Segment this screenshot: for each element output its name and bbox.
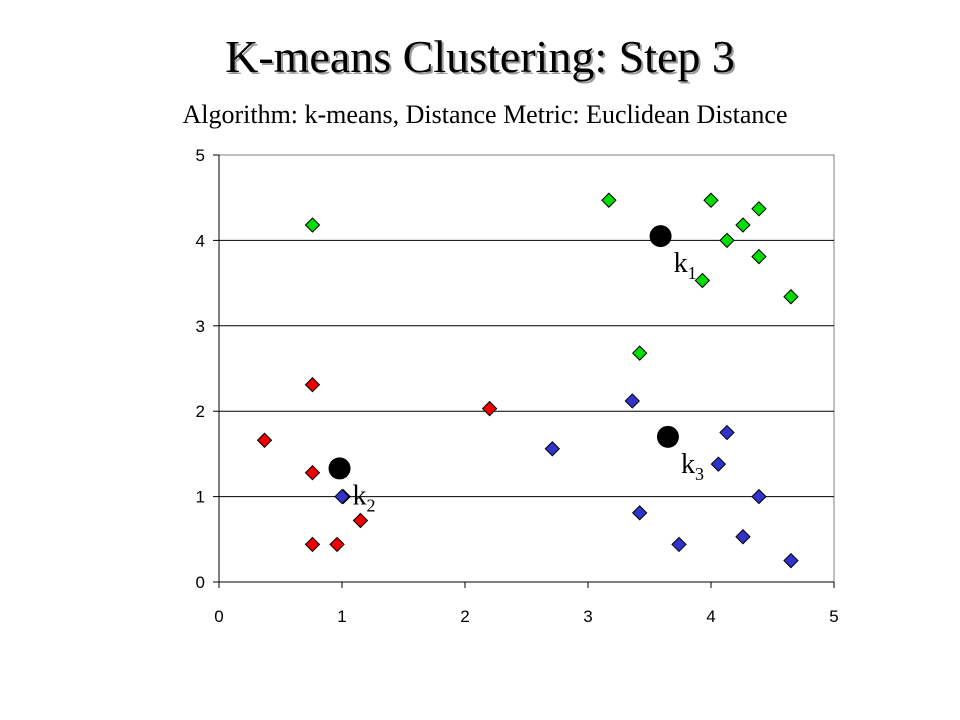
data-point-series-3 — [751, 488, 767, 505]
data-point-series-1 — [751, 201, 767, 217]
x-tick-label: 5 — [829, 607, 838, 626]
centroid-label-3: k3 — [681, 449, 704, 484]
data-point-series-1 — [751, 248, 767, 265]
gridlines — [219, 239, 834, 498]
axes — [213, 154, 835, 588]
plot-area — [218, 154, 835, 583]
data-point-series-1 — [719, 232, 735, 249]
y-tick-label: 4 — [196, 231, 205, 250]
data-point-series-2 — [256, 432, 273, 448]
data-point-series-2 — [352, 512, 369, 529]
centroids: k1 k2 k3 — [328, 225, 704, 515]
y-tick-label: 2 — [196, 402, 205, 421]
y-tick-label: 0 — [196, 573, 205, 592]
x-tick-label: 2 — [460, 607, 469, 626]
data-point-series-1 — [694, 272, 711, 289]
x-tick-label: 1 — [337, 607, 346, 626]
data-point-series-2 — [329, 536, 345, 553]
data-point-series-3 — [783, 552, 799, 569]
data-point-series-1 — [304, 217, 321, 233]
x-tick-label: 0 — [214, 607, 223, 626]
x-tick-label: 3 — [583, 607, 592, 626]
x-tick-label: 4 — [706, 607, 715, 626]
centroid-label-2: k2 — [353, 480, 376, 515]
data-point-series-2 — [481, 400, 498, 417]
data-point-series-3 — [735, 529, 751, 545]
data-point-series-3 — [631, 505, 648, 521]
data-point-series-1 — [601, 192, 617, 208]
data-point-series-2 — [304, 536, 321, 553]
data-point-series-3 — [624, 393, 640, 409]
tick-labels: 0 1 2 3 4 5 0 1 2 3 4 5 — [196, 146, 839, 626]
data-point-series-3 — [710, 456, 727, 472]
data-point-series-1 — [631, 345, 648, 361]
data-point-series-3 — [334, 488, 350, 505]
centroid-marker-3 — [656, 425, 679, 448]
y-tick-label: 5 — [196, 146, 205, 165]
data-point-series-3 — [719, 424, 735, 441]
y-tick-label: 3 — [196, 317, 205, 336]
centroid-marker-2 — [328, 457, 351, 480]
centroid-marker-1 — [649, 225, 672, 248]
data-point-series-3 — [544, 441, 561, 457]
chart-subtitle: Algorithm: k-means, Distance Metric: Euc… — [182, 100, 788, 129]
data-point-series-3 — [671, 536, 687, 553]
data-point-series-1 — [783, 289, 799, 305]
y-tick-label: 1 — [196, 488, 205, 507]
data-points — [256, 192, 799, 569]
data-point-series-1 — [735, 217, 751, 233]
chart-title: K-means Clustering: Step 3 — [225, 31, 735, 82]
data-point-series-2 — [304, 464, 321, 481]
centroid-label-1: k1 — [674, 248, 697, 283]
data-point-series-2 — [304, 377, 321, 393]
data-point-series-1 — [703, 192, 719, 208]
